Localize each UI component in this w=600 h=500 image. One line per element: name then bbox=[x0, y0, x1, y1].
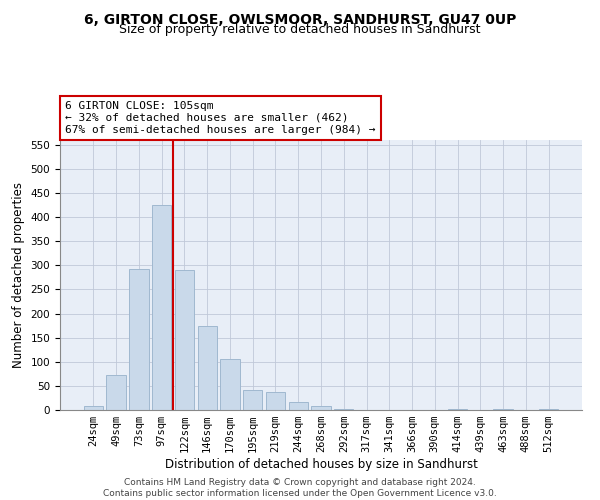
Text: Contains HM Land Registry data © Crown copyright and database right 2024.
Contai: Contains HM Land Registry data © Crown c… bbox=[103, 478, 497, 498]
Text: Size of property relative to detached houses in Sandhurst: Size of property relative to detached ho… bbox=[119, 22, 481, 36]
Bar bbox=[539, 409, 558, 410]
Bar bbox=[289, 402, 308, 410]
Bar bbox=[220, 360, 239, 410]
Bar bbox=[493, 408, 513, 410]
Bar bbox=[152, 205, 172, 410]
Bar bbox=[266, 392, 285, 410]
Bar bbox=[197, 326, 217, 410]
Bar bbox=[334, 409, 353, 410]
X-axis label: Distribution of detached houses by size in Sandhurst: Distribution of detached houses by size … bbox=[164, 458, 478, 471]
Bar bbox=[311, 406, 331, 410]
Text: 6, GIRTON CLOSE, OWLSMOOR, SANDHURST, GU47 0UP: 6, GIRTON CLOSE, OWLSMOOR, SANDHURST, GU… bbox=[84, 12, 516, 26]
Bar bbox=[106, 376, 126, 410]
Bar bbox=[129, 269, 149, 410]
Bar bbox=[84, 406, 103, 410]
Bar bbox=[243, 390, 262, 410]
Y-axis label: Number of detached properties: Number of detached properties bbox=[12, 182, 25, 368]
Bar bbox=[175, 270, 194, 410]
Bar bbox=[448, 409, 467, 410]
Text: 6 GIRTON CLOSE: 105sqm
← 32% of detached houses are smaller (462)
67% of semi-de: 6 GIRTON CLOSE: 105sqm ← 32% of detached… bbox=[65, 102, 376, 134]
